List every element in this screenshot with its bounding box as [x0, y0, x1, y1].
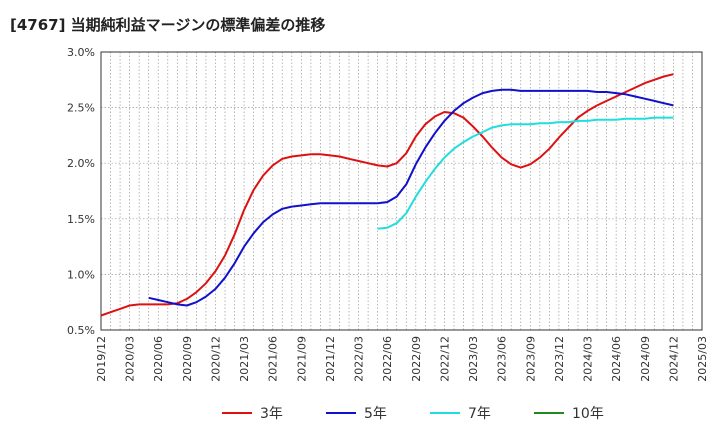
series-line-1: [100, 73, 674, 317]
legend-label: 3年: [260, 406, 283, 422]
x-tick-label: 2025/03: [696, 336, 709, 382]
x-tick-label: 2024/12: [667, 336, 680, 382]
series-line-3: [377, 116, 674, 230]
x-tick-label: 2019/12: [95, 336, 108, 382]
legend: 3年 5年 7年 10年: [222, 406, 604, 422]
plot-frame: [100, 51, 703, 331]
x-tick-label: 2023/09: [524, 336, 537, 382]
x-tick-label: 2022/06: [381, 336, 394, 382]
y-tick-label: 3.0%: [67, 46, 95, 59]
x-tick-label: 2021/03: [238, 336, 251, 382]
x-tick-label: 2020/06: [152, 336, 165, 382]
x-tick-label: 2022/12: [438, 336, 451, 382]
series-line-2: [148, 88, 674, 307]
x-tick-label: 2021/09: [295, 336, 308, 382]
y-tick-label: 2.5%: [67, 102, 95, 115]
y-tick-label: 2.0%: [67, 157, 95, 170]
y-tick-label: 1.5%: [67, 213, 95, 226]
chart-title: [4767] 当期純利益マージンの標準偏差の推移: [10, 16, 325, 34]
x-tick-label: 2020/09: [181, 336, 194, 382]
x-tick-label: 2022/09: [410, 336, 423, 382]
x-tick-label: 2023/12: [553, 336, 566, 382]
x-tick-label: 2021/06: [267, 336, 280, 382]
y-tick-label: 0.5%: [67, 324, 95, 337]
x-tick-label: 2023/06: [496, 336, 509, 382]
legend-label: 7年: [468, 406, 491, 422]
x-tick-label: 2024/03: [582, 336, 595, 382]
legend-label: 10年: [572, 406, 604, 422]
legend-label: 5年: [364, 406, 387, 422]
x-tick-label: 2020/12: [209, 336, 222, 382]
x-tick-label: 2023/03: [467, 336, 480, 382]
x-tick-label: 2021/12: [324, 336, 337, 382]
y-tick-label: 1.0%: [67, 268, 95, 281]
x-tick-label: 2022/03: [353, 336, 366, 382]
plot-area: 0.5% 1.0% 1.5% 2.0% 2.5% 3.0% 2019/12 2020/03 20…: [67, 46, 709, 382]
x-tick-label: 2020/03: [124, 336, 137, 382]
x-tick-label: 2024/06: [610, 336, 623, 382]
x-tick-label: 2024/09: [639, 336, 652, 382]
